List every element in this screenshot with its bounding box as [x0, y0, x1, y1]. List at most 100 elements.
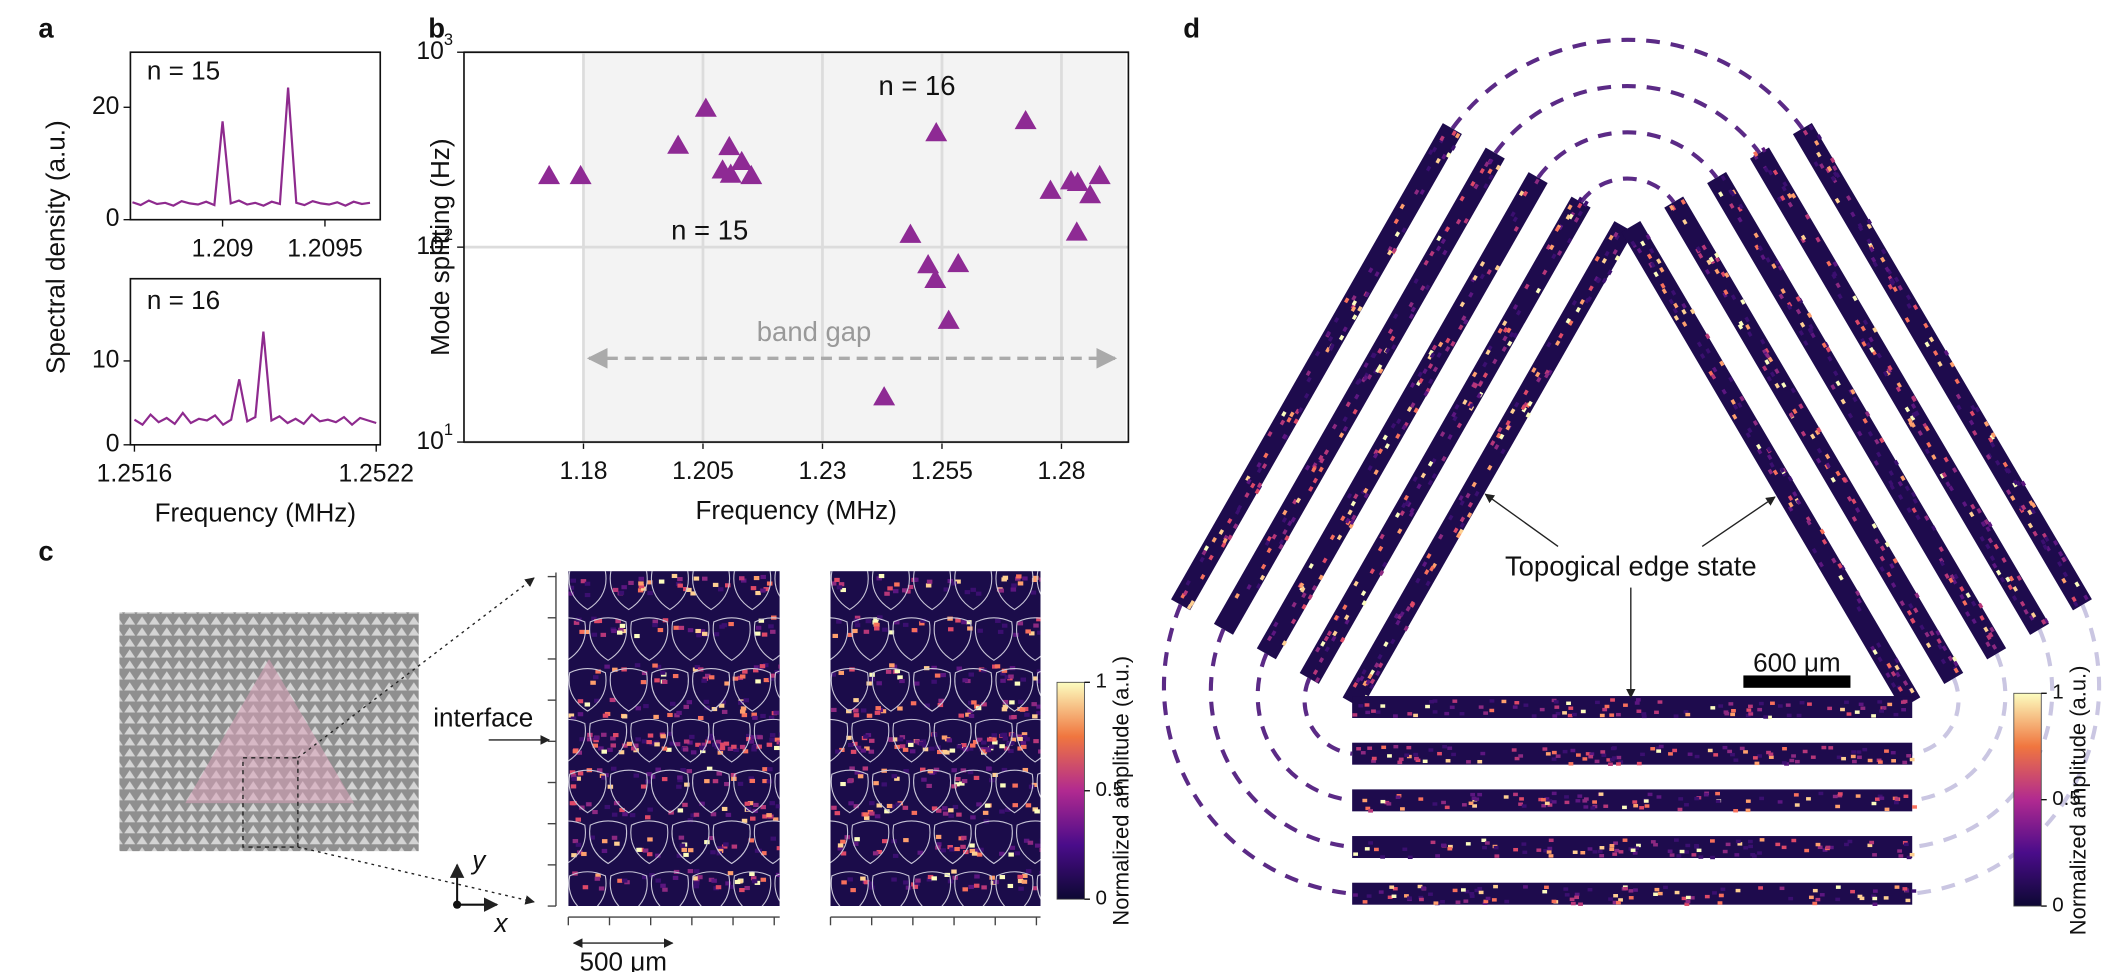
strip-speck: [1422, 759, 1428, 764]
strip-speck: [1718, 893, 1724, 898]
x-tick-label: 1.2516: [97, 461, 173, 488]
field-speck: [711, 878, 717, 883]
strip-speck: [1354, 393, 1360, 400]
strip-speck: [1837, 792, 1843, 796]
strip-speck: [1439, 135, 1445, 142]
field-speck: [721, 844, 728, 849]
strip-speck: [1673, 315, 1680, 321]
strip-speck: [1428, 149, 1434, 156]
strip-speck: [1513, 847, 1519, 852]
strip-speck: [1852, 295, 1858, 302]
hole-outline: [1036, 874, 1041, 900]
field-speck: [750, 735, 757, 740]
strip-speck: [1542, 747, 1548, 751]
strip-speck: [1635, 698, 1641, 702]
strip-speck: [1568, 762, 1574, 766]
x-tick-label: 1.2095: [287, 235, 363, 262]
field-speck: [760, 588, 766, 593]
strip-speck: [1535, 287, 1542, 294]
strip-speck: [1953, 660, 1959, 667]
strip-speck: [1828, 845, 1834, 850]
field-speck: [598, 746, 604, 751]
strip-speck: [1701, 244, 1707, 251]
strip-speck: [1737, 216, 1743, 223]
strip-speck: [1377, 364, 1383, 370]
field-speck: [1016, 574, 1022, 579]
field-speck: [730, 772, 737, 778]
strip-speck: [1450, 144, 1457, 151]
strip-speck: [1564, 795, 1569, 799]
field-speck: [1022, 706, 1029, 712]
strip-speck: [1872, 853, 1877, 857]
strip-speck: [1669, 204, 1675, 211]
strip-speck: [1882, 370, 1889, 377]
strip-speck: [1473, 183, 1479, 190]
strip-body: [1792, 122, 2092, 611]
strip-speck: [1547, 799, 1553, 803]
strip-speck: [1246, 584, 1252, 590]
strip-speck: [1306, 376, 1312, 383]
field-speck: [723, 842, 729, 847]
strip-speck: [1867, 758, 1873, 763]
field-speck: [1006, 741, 1012, 746]
strip-speck: [1867, 843, 1873, 848]
strip-speck: [1359, 675, 1365, 682]
field-speck: [706, 766, 713, 771]
strip-speck: [1281, 411, 1287, 417]
field-speck: [902, 805, 909, 810]
strip-speck: [1301, 603, 1307, 610]
strip-speck: [1653, 892, 1658, 896]
strip-speck: [1857, 222, 1863, 229]
strip-speck: [1203, 545, 1210, 552]
strip-speck: [1903, 794, 1909, 799]
point: [538, 164, 561, 185]
strip-speck: [1799, 321, 1806, 328]
strip-speck: [1554, 226, 1561, 233]
strip-speck: [2030, 508, 2036, 515]
strip-speck: [1710, 373, 1717, 380]
hole-outline: [1016, 617, 1041, 661]
strip-speck: [1189, 600, 1195, 606]
strip-speck: [1777, 704, 1783, 708]
strip-speck: [1622, 838, 1628, 842]
strip-speck: [1476, 392, 1482, 399]
field-speck: [766, 813, 772, 818]
strip-speck: [1465, 842, 1471, 846]
field-speck: [704, 673, 711, 678]
strip-speck: [1259, 574, 1266, 581]
strip-speck: [1630, 240, 1636, 247]
strip-speck: [1432, 366, 1439, 373]
strip-speck: [1672, 748, 1678, 753]
strip-speck: [1482, 901, 1488, 905]
field-speck: [593, 675, 599, 680]
strip-speck: [2044, 536, 2050, 543]
field-speck: [1025, 869, 1032, 874]
x-tick-label: 1.205: [672, 458, 734, 485]
field-speck: [974, 874, 980, 879]
strip-speck: [1373, 662, 1380, 669]
field-speck: [940, 848, 946, 853]
strip-speck: [1872, 896, 1878, 901]
arc: [1208, 628, 1353, 850]
field-speck: [745, 807, 752, 812]
field-speck: [652, 619, 659, 624]
strip-speck: [1444, 711, 1450, 716]
strip-speck: [1444, 226, 1451, 233]
strip-speck: [1261, 463, 1268, 470]
strip-speck: [1344, 618, 1350, 625]
strip-speck: [1790, 192, 1797, 199]
strip-speck: [1345, 401, 1351, 408]
strip-speck: [1369, 669, 1376, 676]
field-speck: [872, 851, 879, 856]
hole-outline: [774, 670, 780, 699]
strip-speck: [1573, 216, 1580, 223]
field-speck: [1021, 744, 1027, 749]
strip-speck: [1555, 754, 1561, 758]
strip-speck: [1487, 345, 1493, 352]
field-speck: [864, 746, 870, 751]
arc: [1493, 84, 1762, 155]
strip-speck: [1599, 846, 1605, 850]
strip-speck: [1273, 621, 1279, 628]
strip-speck: [1872, 889, 1878, 893]
